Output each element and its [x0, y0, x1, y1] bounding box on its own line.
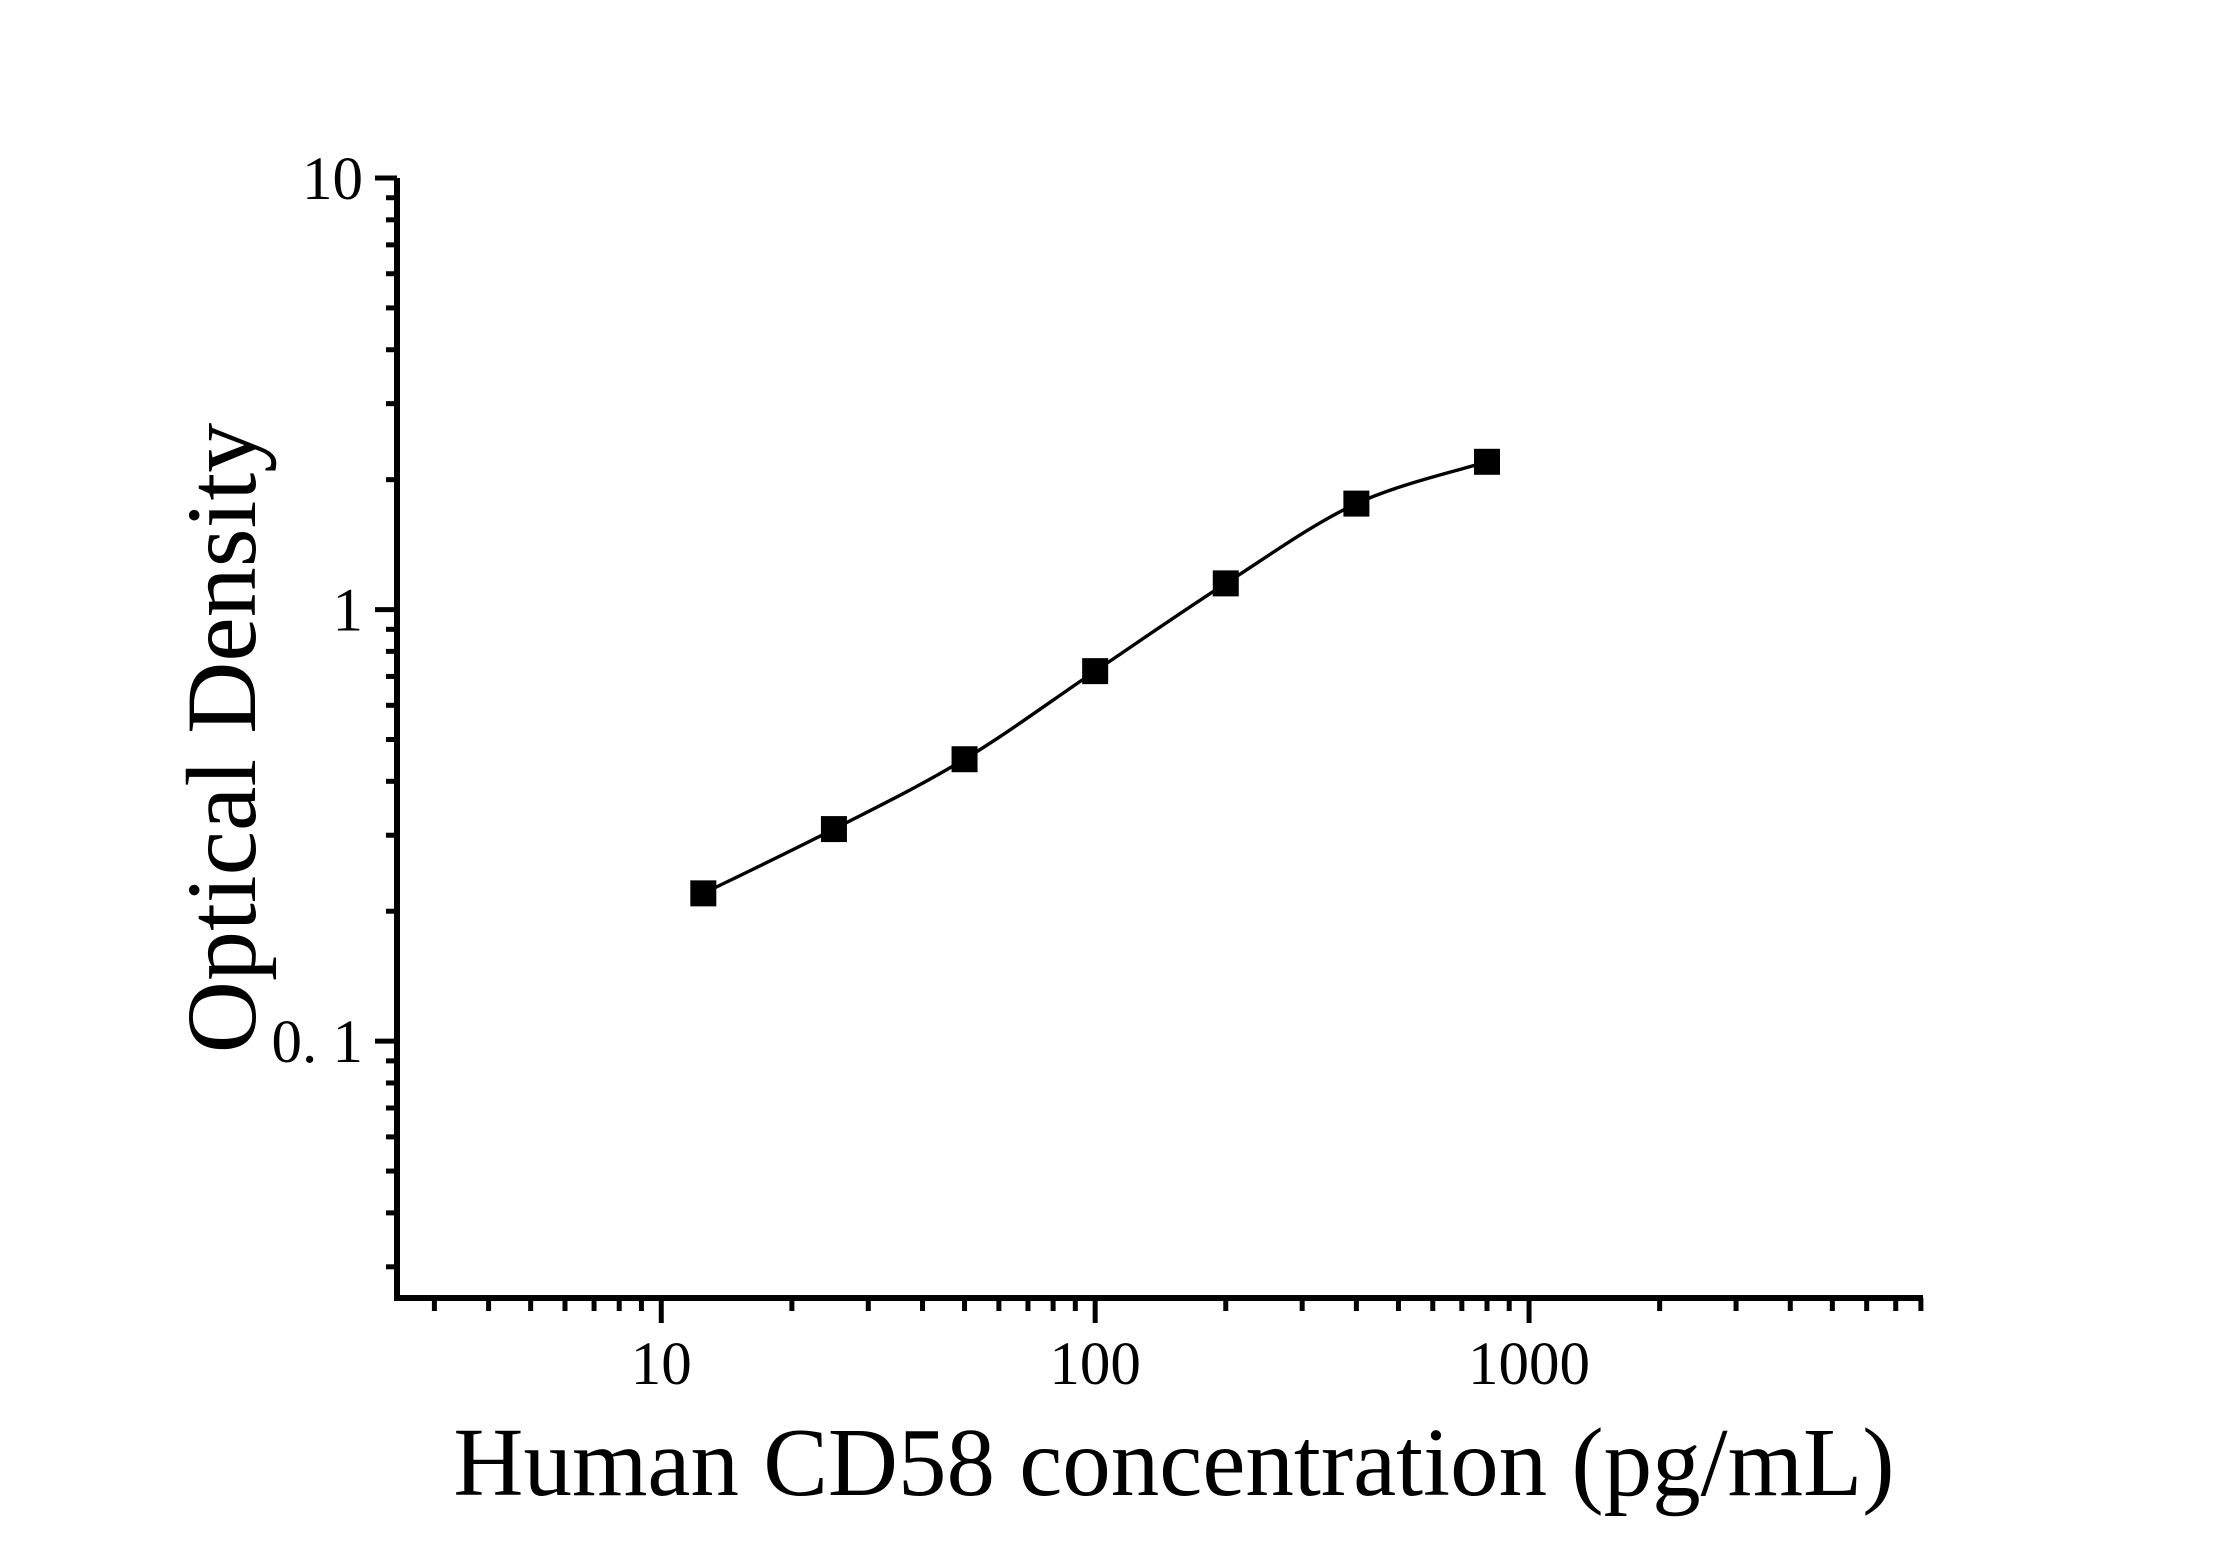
data-point-marker [820, 816, 847, 843]
x-axis-tick-labels: 10 100 1000 [631, 1331, 1590, 1398]
y-axis-title: Optical Density [166, 423, 277, 1053]
x-tick-label: 100 [1049, 1331, 1141, 1398]
y-tick-label: 0. 1 [272, 1009, 364, 1076]
data-point-marker [951, 746, 978, 773]
x-axis-ticks [431, 1298, 1924, 1323]
data-point-marker [1082, 658, 1109, 685]
x-tick-label: 1000 [1468, 1331, 1590, 1398]
y-tick-label: 1 [333, 578, 364, 645]
data-point-marker [1474, 448, 1501, 475]
y-axis-ticks [375, 175, 397, 1270]
data-point-markers [690, 448, 1501, 907]
data-point-marker [1343, 490, 1370, 517]
x-tick-label: 10 [631, 1331, 692, 1398]
y-tick-label: 10 [302, 146, 363, 213]
data-point-marker [690, 880, 717, 907]
data-point-marker [1212, 570, 1239, 597]
axes [394, 178, 1923, 1301]
x-axis-title: Human CD58 concentration (pg/mL) [453, 1409, 1894, 1516]
y-axis-tick-labels: 10 1 0. 1 [272, 146, 364, 1076]
